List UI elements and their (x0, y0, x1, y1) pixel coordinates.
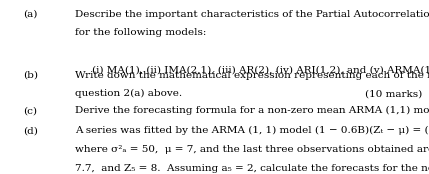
Text: question 2(a) above.: question 2(a) above. (75, 89, 182, 98)
Text: Write down the mathematical expression representing each of the models (i) to (v: Write down the mathematical expression r… (75, 70, 429, 80)
Text: (a): (a) (24, 10, 38, 19)
Text: 7.7,  and Z₅ = 8.  Assuming a₅ = 2, calculate the forecasts for the next three: 7.7, and Z₅ = 8. Assuming a₅ = 2, calcul… (75, 164, 429, 173)
Text: (i) MA(1), (ii) IMA(2,1), (iii) AR(2), (iv) ARI(1,2), and (v) ARMA(1,2).  (5 mar: (i) MA(1), (ii) IMA(2,1), (iii) AR(2), (… (92, 66, 429, 75)
Text: for the following models:: for the following models: (75, 28, 206, 37)
Text: (d): (d) (24, 126, 39, 135)
Text: (b): (b) (24, 70, 39, 80)
Text: where σ²ₐ = 50,  μ = 7, and the last three observations obtained are Z₃ = 6.4,  : where σ²ₐ = 50, μ = 7, and the last thre… (75, 145, 429, 154)
Text: A series was fitted by the ARMA (1, 1) model (1 − 0.6B)(Zₜ − μ) = (1 − 0.8B)aₜ,: A series was fitted by the ARMA (1, 1) m… (75, 126, 429, 135)
Text: Derive the forecasting formula for a non-zero mean ARMA (1,1) model.    (5 marks: Derive the forecasting formula for a non… (75, 106, 429, 115)
Text: Describe the important characteristics of the Partial Autocorrelation Function (: Describe the important characteristics o… (75, 10, 429, 19)
Text: (10 marks): (10 marks) (366, 89, 423, 98)
Text: (c): (c) (24, 106, 38, 115)
